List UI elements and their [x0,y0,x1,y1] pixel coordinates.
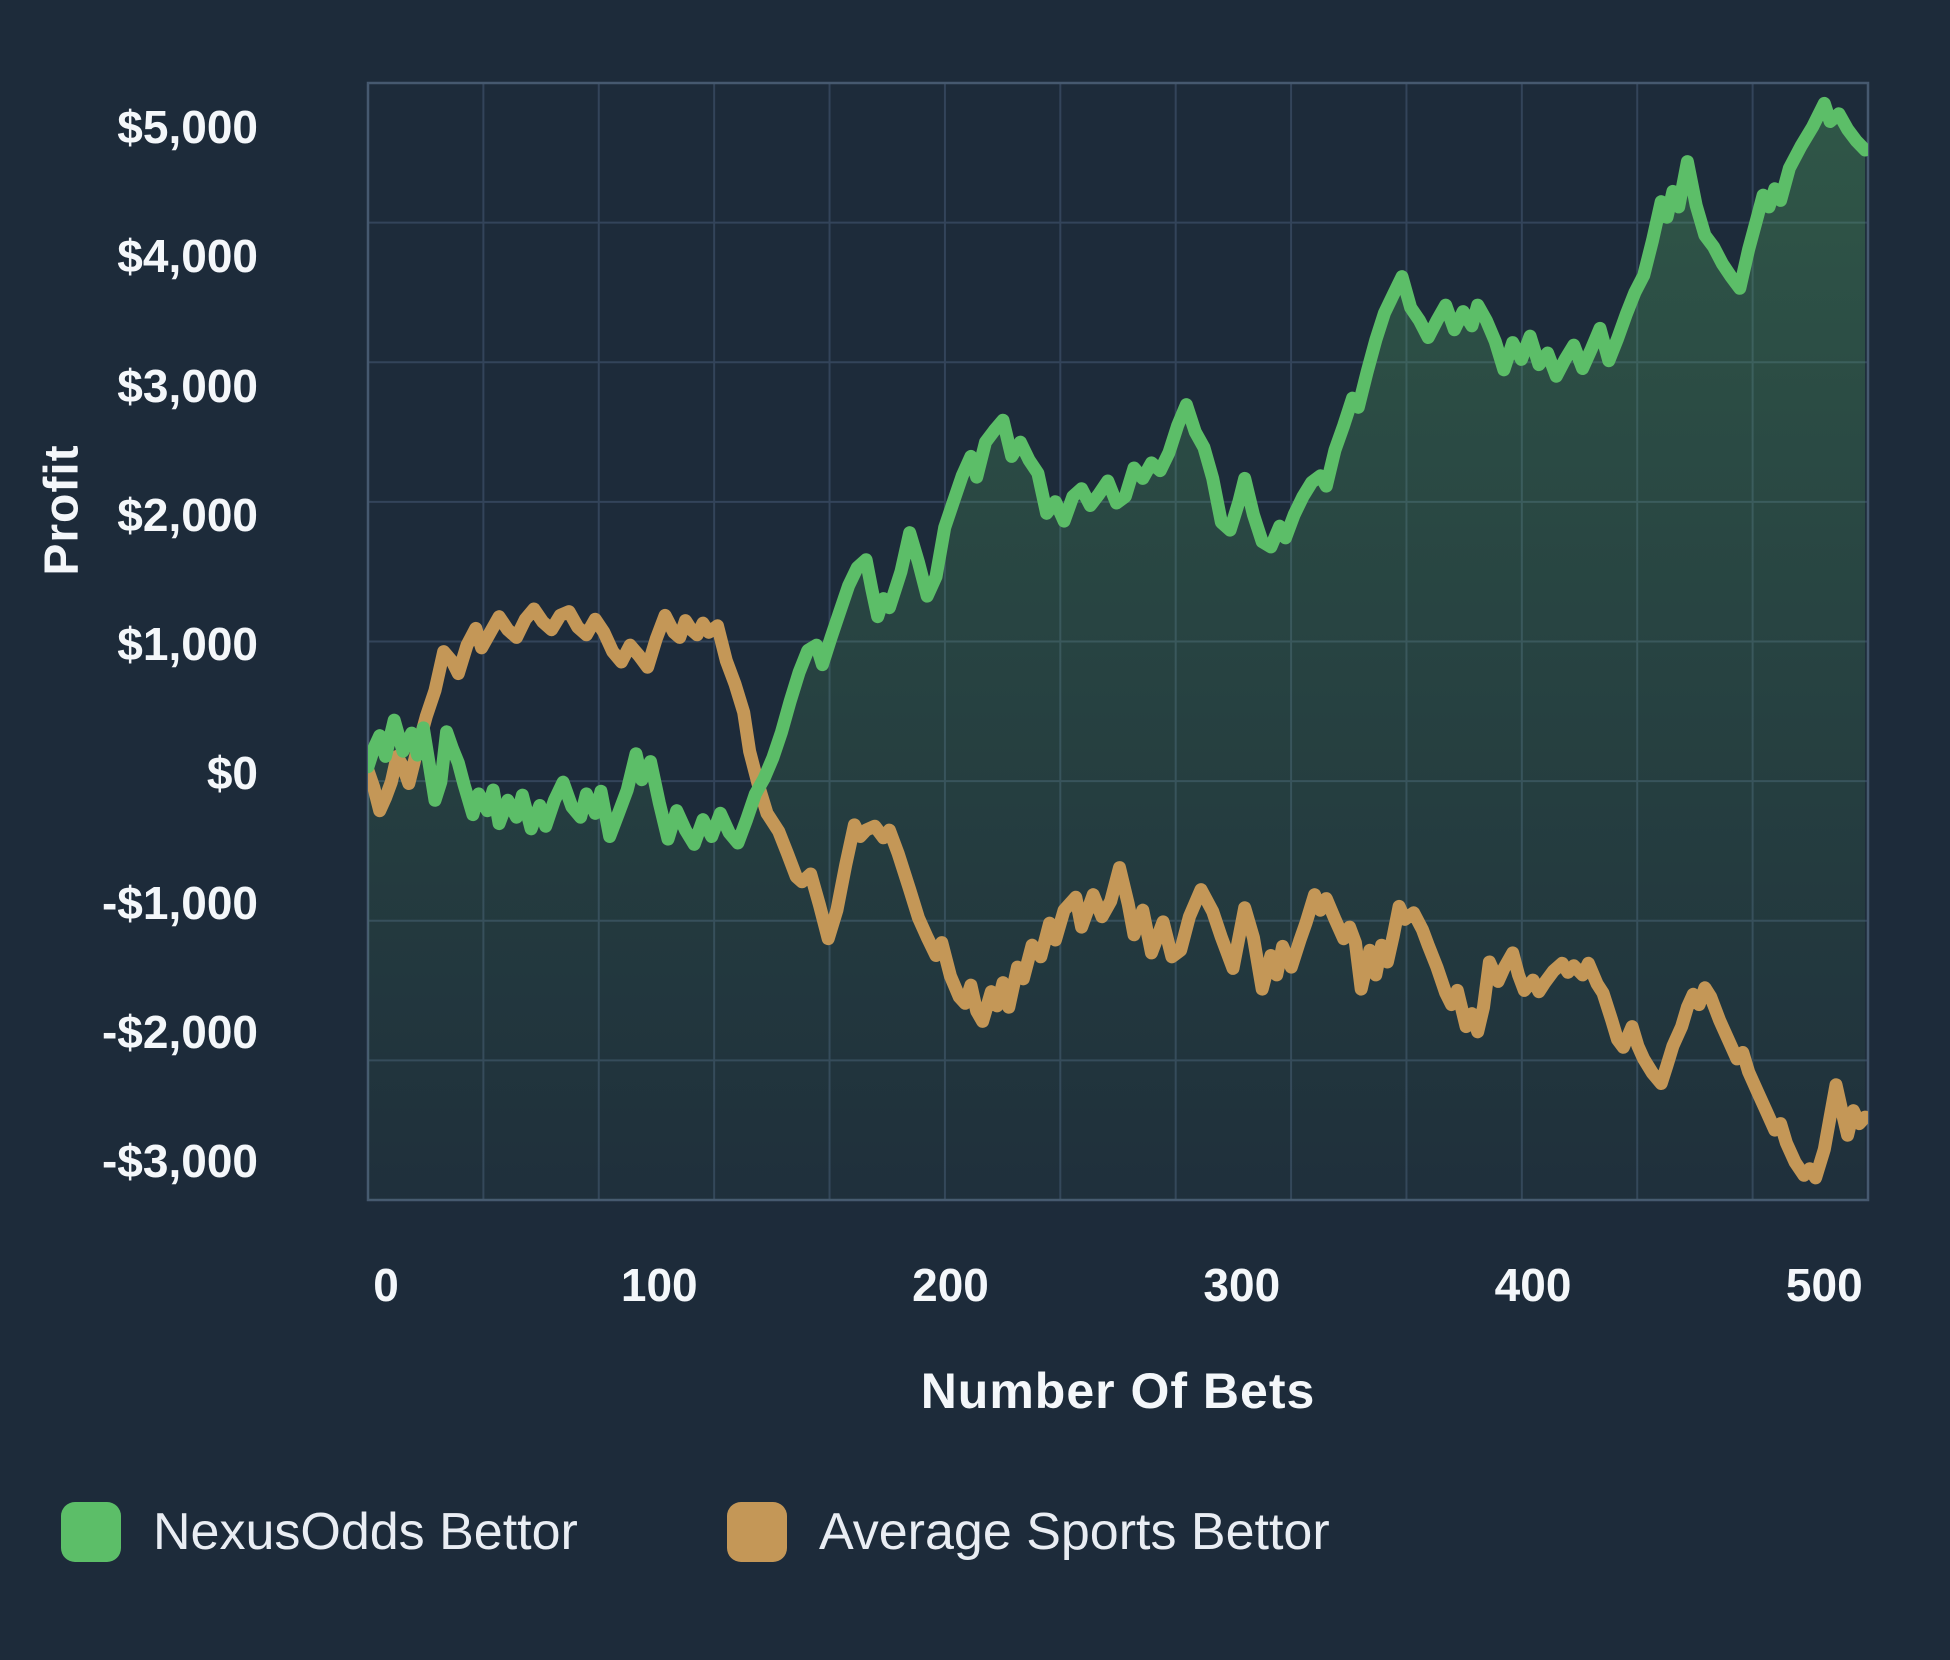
legend-label: Average Sports Bettor [819,1503,1330,1561]
nexusodds-area-fill [368,103,1866,1200]
y-tick-label: $2,000 [117,488,258,541]
x-tick-label: 200 [912,1259,989,1311]
nexusodds-bettor-line [368,96,1868,851]
legend: NexusOdds Bettor Average Sports Bettor [0,1500,1950,1564]
average-swatch-icon [727,1502,787,1562]
x-tick-label: 100 [620,1259,698,1311]
y-tick-label: $5,000 [117,100,258,153]
y-tick-label: $0 [206,747,258,800]
x-tick-label: 400 [1494,1259,1572,1311]
legend-item-nexusodds: NexusOdds Bettor [61,1500,578,1564]
data-series [368,96,1868,1200]
x-tick-label: 500 [1785,1259,1863,1311]
y-tick-label: $3,000 [117,359,258,412]
legend-item-average: Average Sports Bettor [727,1500,1330,1564]
y-tick-label: $4,000 [117,230,258,283]
x-tick-label: 300 [1203,1259,1281,1311]
y-tick-label: -$1,000 [101,876,258,929]
y-tick-label: $1,000 [117,618,258,671]
average-bettor-line [368,602,1868,1185]
legend-label: NexusOdds Bettor [153,1503,578,1561]
y-tick-label: -$3,000 [101,1135,258,1188]
y-tick-label: -$2,000 [101,1005,258,1058]
x-tick-label: 0 [373,1259,399,1311]
x-axis-title: Number Of Bets [920,1363,1316,1419]
nexusodds-swatch-icon [61,1502,121,1562]
